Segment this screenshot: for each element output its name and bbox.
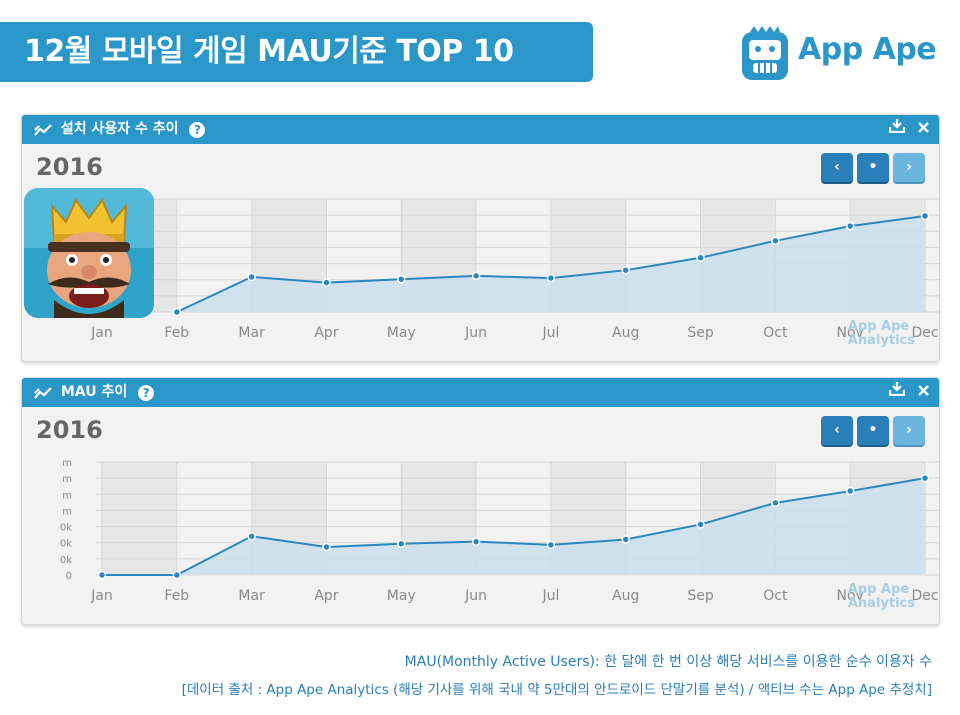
download-icon[interactable] bbox=[889, 115, 906, 144]
next-button[interactable]: › bbox=[893, 416, 925, 445]
data-point[interactable] bbox=[621, 535, 630, 544]
data-point[interactable] bbox=[696, 520, 705, 529]
x-tick-label: Apr bbox=[314, 325, 338, 341]
data-point[interactable] bbox=[621, 265, 630, 275]
prev-button[interactable]: ‹ bbox=[821, 416, 853, 445]
x-tick-label: Aug bbox=[612, 588, 639, 604]
next-button[interactable]: › bbox=[893, 153, 925, 182]
x-tick-label: Mar bbox=[238, 588, 265, 604]
x-tick-label: May bbox=[387, 588, 416, 604]
ape-logo-icon bbox=[742, 26, 788, 80]
x-tick-label: Jul bbox=[541, 588, 559, 604]
year-label: 2016 bbox=[36, 153, 103, 181]
data-point[interactable] bbox=[322, 542, 331, 552]
current-button[interactable]: • bbox=[857, 416, 889, 445]
data-point[interactable] bbox=[322, 278, 331, 287]
data-point[interactable] bbox=[920, 473, 930, 483]
data-point[interactable] bbox=[172, 570, 182, 580]
x-tick-label: Nov bbox=[837, 325, 864, 341]
current-button[interactable]: • bbox=[857, 153, 889, 182]
x-tick-label: Jun bbox=[464, 325, 487, 341]
x-tick-label: Dec bbox=[911, 325, 938, 341]
data-point[interactable] bbox=[172, 307, 182, 317]
download-icon[interactable] bbox=[889, 378, 906, 407]
y-tick-label: m bbox=[62, 474, 72, 485]
data-point[interactable] bbox=[471, 537, 481, 546]
watermark-line-2: Analytics bbox=[847, 596, 915, 611]
help-icon[interactable]: ? bbox=[138, 384, 155, 401]
x-tick-label: Jan bbox=[90, 325, 113, 341]
x-tick-label: Oct bbox=[763, 325, 788, 341]
data-point[interactable] bbox=[696, 253, 705, 263]
panel-title: 설치 사용자 수 추이 bbox=[60, 121, 179, 137]
watermark-line-1: App Ape bbox=[847, 582, 910, 597]
data-point[interactable] bbox=[845, 221, 855, 231]
x-tick-label: Nov bbox=[837, 588, 864, 604]
data-point[interactable] bbox=[771, 498, 780, 508]
footnote-source: [데이터 출처 : App Ape Analytics (해당 기사를 위해 국… bbox=[181, 682, 932, 698]
x-tick-label: Dec bbox=[911, 588, 938, 604]
mau-panel: MAU 추이 ? 2016 ‹ • › 0 0k 0k 0k m m m m Jan Feb Mar Ap… bbox=[21, 377, 940, 625]
game-icon bbox=[24, 188, 154, 318]
x-tick-label: Feb bbox=[164, 588, 189, 604]
data-point[interactable] bbox=[546, 273, 556, 283]
x-tick-label: Sep bbox=[687, 588, 714, 604]
watermark: App Ape Analytics bbox=[820, 583, 915, 611]
panel-header: MAU 추이 ? bbox=[22, 378, 939, 407]
install-users-panel: 설치 사용자 수 추이 ? 2016 ‹ • › Jan Feb Mar Apr May Ju… bbox=[21, 114, 940, 362]
series-area bbox=[102, 478, 925, 575]
x-tick-label: May bbox=[387, 325, 416, 341]
data-point[interactable] bbox=[397, 539, 406, 549]
close-icon[interactable] bbox=[918, 115, 929, 144]
y-tick-label: 0k bbox=[60, 555, 72, 566]
panel-header: 설치 사용자 수 추이 ? bbox=[22, 115, 939, 144]
close-icon[interactable] bbox=[918, 378, 929, 407]
data-point[interactable] bbox=[247, 532, 256, 541]
x-tick-label: Feb bbox=[164, 325, 189, 341]
data-point[interactable] bbox=[397, 274, 406, 284]
app-ape-logo: App Ape bbox=[740, 22, 950, 84]
help-icon[interactable]: ? bbox=[189, 121, 206, 138]
period-nav: ‹ • › bbox=[817, 153, 925, 182]
y-tick-label: 0k bbox=[60, 523, 72, 534]
x-tick-label: Oct bbox=[763, 588, 788, 604]
trend-icon bbox=[34, 123, 52, 136]
y-tick-label: 0 bbox=[66, 571, 72, 582]
y-tick-label: m bbox=[62, 490, 72, 501]
x-tick-label: Aug bbox=[612, 325, 639, 341]
watermark-line-1: App Ape bbox=[847, 319, 910, 334]
watermark-line-2: Analytics bbox=[847, 333, 915, 348]
prev-button[interactable]: ‹ bbox=[821, 153, 853, 182]
series-area bbox=[176, 215, 925, 312]
y-tick-label: m bbox=[62, 458, 72, 469]
mau-chart: 0 0k 0k 0k m m m m Jan Feb Mar Apr May Jun Jul Aug Sep Oc… bbox=[22, 440, 939, 624]
logo-text: App Ape bbox=[798, 32, 937, 67]
data-point[interactable] bbox=[771, 236, 780, 246]
trend-icon bbox=[34, 386, 52, 399]
page-title: 12월 모바일 게임 MAU기준 TOP 10 bbox=[0, 22, 593, 82]
x-tick-label: Jun bbox=[464, 588, 487, 604]
panel-title: MAU 추이 bbox=[60, 384, 128, 400]
data-point[interactable] bbox=[920, 211, 930, 221]
watermark: App Ape Analytics bbox=[820, 320, 915, 348]
y-tick-label: m bbox=[62, 506, 72, 517]
data-point[interactable] bbox=[845, 486, 855, 496]
footnote-definition: MAU(Monthly Active Users): 한 달에 한 번 이상 해… bbox=[404, 654, 932, 670]
x-tick-label: Sep bbox=[687, 325, 714, 341]
period-nav: ‹ • › bbox=[817, 416, 925, 445]
data-point[interactable] bbox=[471, 271, 481, 281]
x-tick-label: Apr bbox=[314, 588, 338, 604]
data-point[interactable] bbox=[546, 540, 556, 550]
year-label: 2016 bbox=[36, 416, 103, 444]
y-tick-label: 0k bbox=[60, 539, 72, 550]
series-line bbox=[102, 477, 926, 576]
install-users-chart: Jan Feb Mar Apr May Jun Jul Aug Sep Oct Nov Dec bbox=[22, 177, 939, 361]
plot-band bbox=[102, 462, 177, 575]
data-point[interactable] bbox=[97, 570, 107, 580]
x-tick-label: Jan bbox=[90, 588, 113, 604]
data-point[interactable] bbox=[247, 272, 256, 282]
x-tick-label: Jul bbox=[541, 325, 559, 341]
x-tick-label: Mar bbox=[238, 325, 265, 341]
